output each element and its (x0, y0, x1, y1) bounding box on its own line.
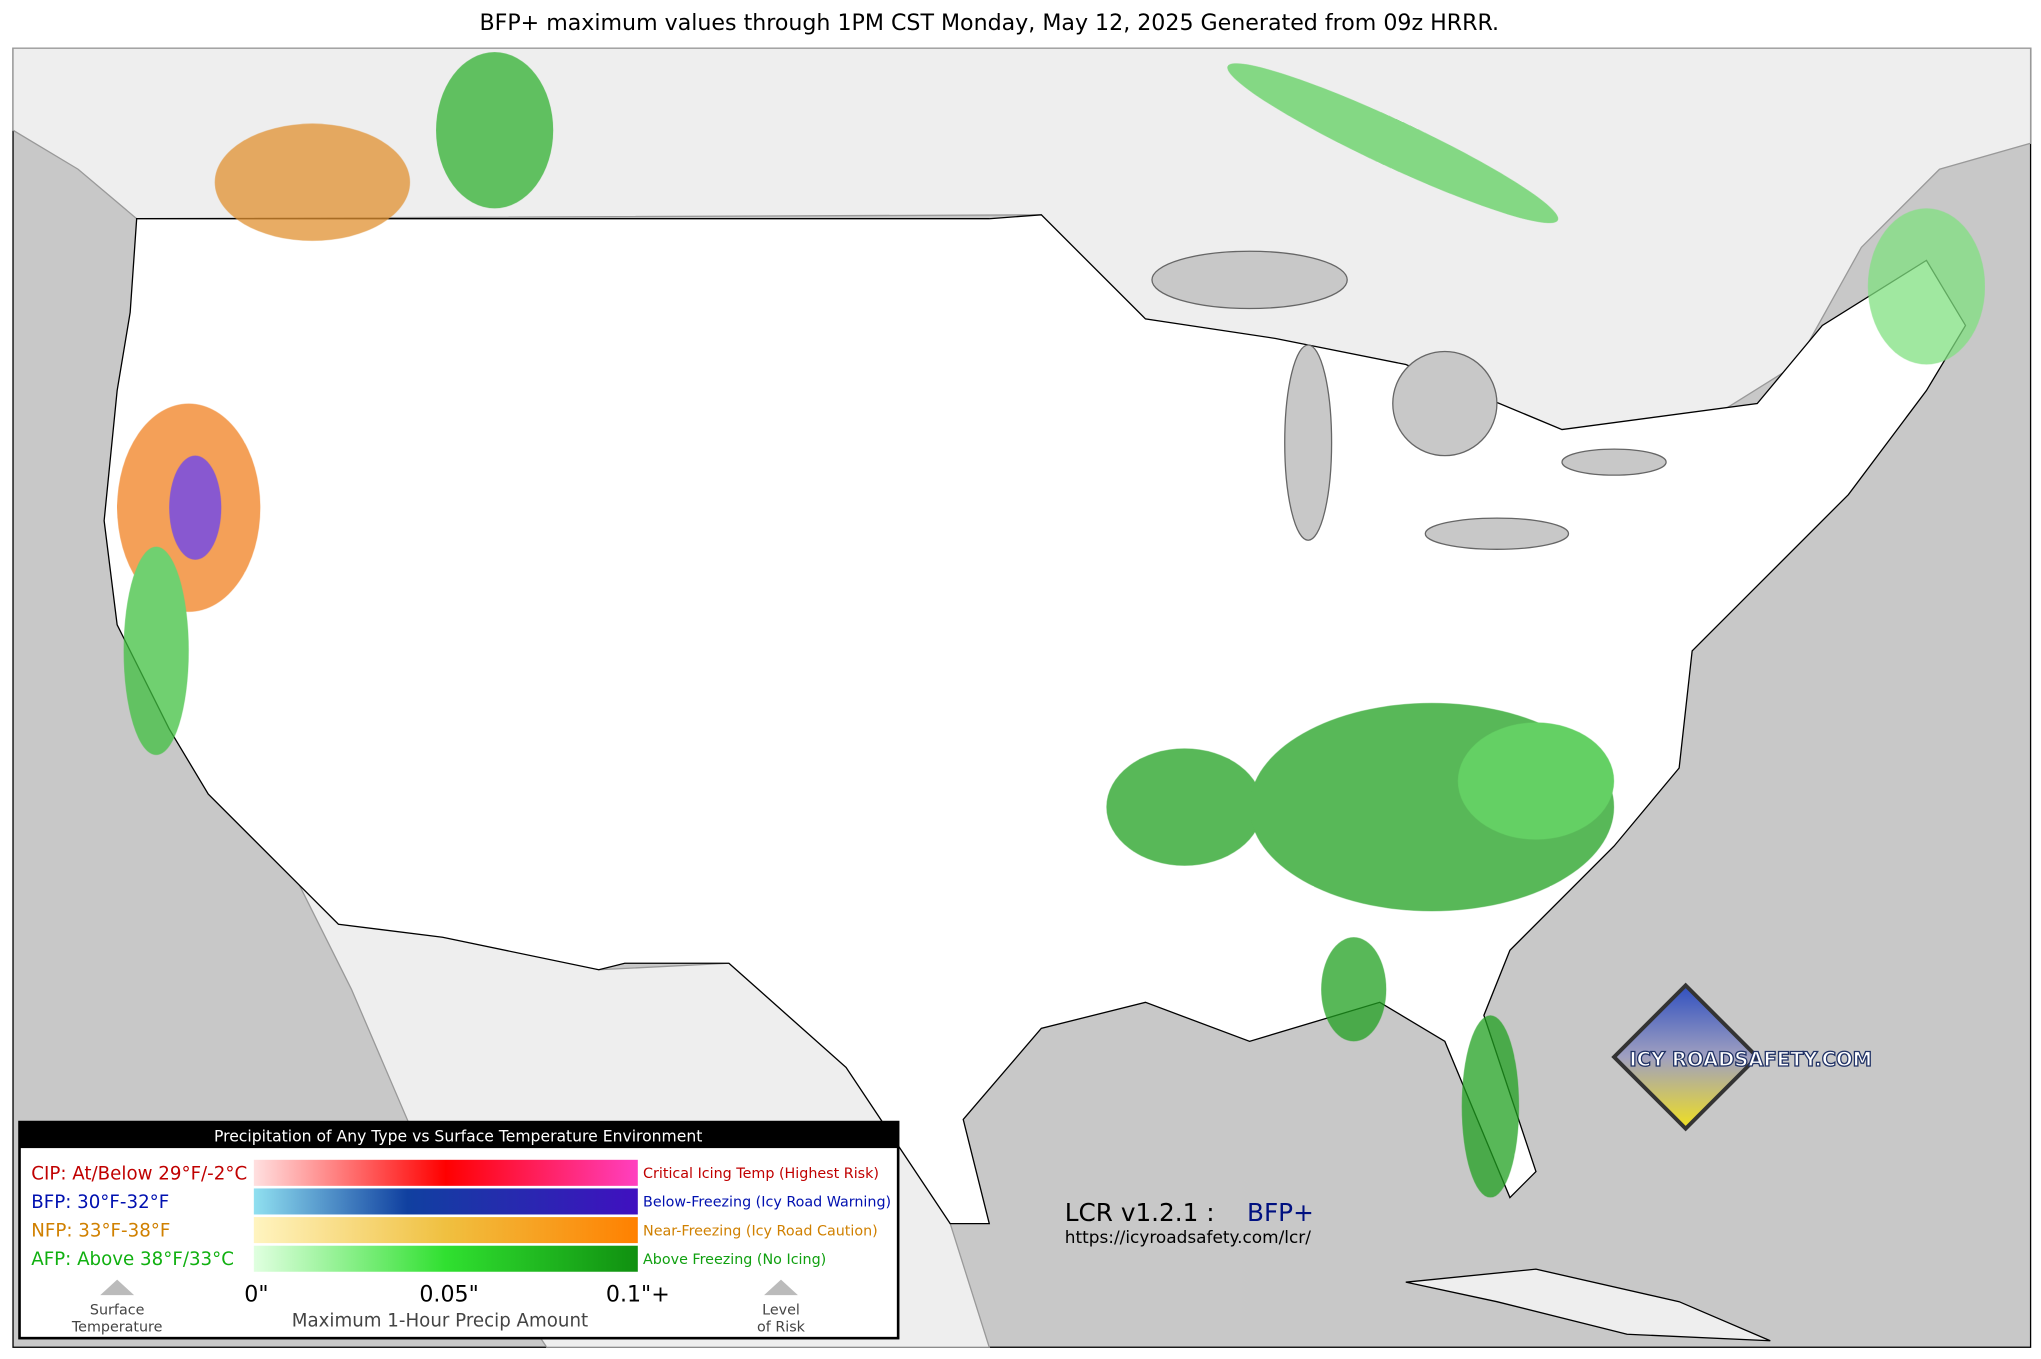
right-caption: of Risk (757, 1320, 806, 1336)
row-description: Critical Icing Temp (Highest Risk) (643, 1166, 879, 1182)
precip-area (169, 455, 222, 560)
precip-area (1106, 748, 1263, 866)
scale-label: Maximum 1-Hour Precip Amount (292, 1310, 588, 1331)
precip-area (1227, 63, 1559, 224)
precip-area (214, 123, 411, 241)
precip-area (1457, 722, 1615, 840)
legend-header (19, 1122, 899, 1149)
product-name: BFP+ (1247, 1198, 1314, 1227)
precip-area (123, 546, 189, 755)
great-lakes (1151, 250, 1667, 550)
precip-area (1867, 208, 1986, 365)
lake-huron (1392, 350, 1498, 457)
row-description: Above Freezing (No Icing) (643, 1252, 826, 1268)
map-title: BFP+ maximum values through 1PM CST Mond… (479, 10, 1499, 36)
legend-title: Precipitation of Any Type vs Surface Tem… (214, 1128, 702, 1146)
logo: ICY ROADSAFETY.COM (1611, 982, 1873, 1132)
row-label: NFP: 33°F-38°F (31, 1221, 170, 1242)
lake-superior (1151, 250, 1348, 310)
legend-rows: CIP: At/Below 29°F/-2°C Critical Icing Te… (31, 1159, 891, 1272)
url: https://icyroadsafety.com/lcr/ (1065, 1227, 1311, 1247)
cuba (1405, 1268, 1771, 1342)
precip-area (1461, 1015, 1520, 1198)
lake-erie (1424, 517, 1570, 550)
version-label: LCR v1.2.1 : (1065, 1198, 1215, 1227)
row-description: Near-Freezing (Icy Road Caution) (643, 1223, 878, 1239)
color-ramp (253, 1159, 638, 1186)
left-caption: Temperature (71, 1320, 163, 1336)
row-label: BFP: 30°F-32°F (31, 1192, 169, 1213)
right-caption: Level (762, 1303, 800, 1319)
lake-ontario (1561, 448, 1667, 476)
logo-diamond (1611, 982, 1760, 1132)
row-label: CIP: At/Below 29°F/-2°C (31, 1163, 247, 1184)
scale-tick: 0" (244, 1282, 268, 1308)
row-description: Below-Freezing (Icy Road Warning) (643, 1195, 891, 1211)
scale-tick: 0.05" (419, 1282, 478, 1308)
arrow-icon (100, 1279, 135, 1296)
precip-area (436, 52, 554, 209)
precipitation (117, 52, 1986, 1198)
united-states (103, 214, 1967, 1225)
color-ramp (253, 1188, 638, 1215)
arrow-icon (764, 1279, 798, 1296)
lake-michigan (1284, 344, 1333, 541)
legend: Precipitation of Any Type vs Surface Tem… (18, 1120, 900, 1340)
scale-tick: 0.1"+ (606, 1282, 670, 1308)
color-ramp (253, 1217, 638, 1244)
row-label: AFP: Above 38°F/33°C (31, 1249, 234, 1270)
color-ramp (253, 1245, 638, 1272)
precip-area (1321, 937, 1387, 1042)
logo-text: ICY ROADSAFETY.COM (1629, 1048, 1872, 1071)
left-caption: Surface (90, 1303, 145, 1319)
